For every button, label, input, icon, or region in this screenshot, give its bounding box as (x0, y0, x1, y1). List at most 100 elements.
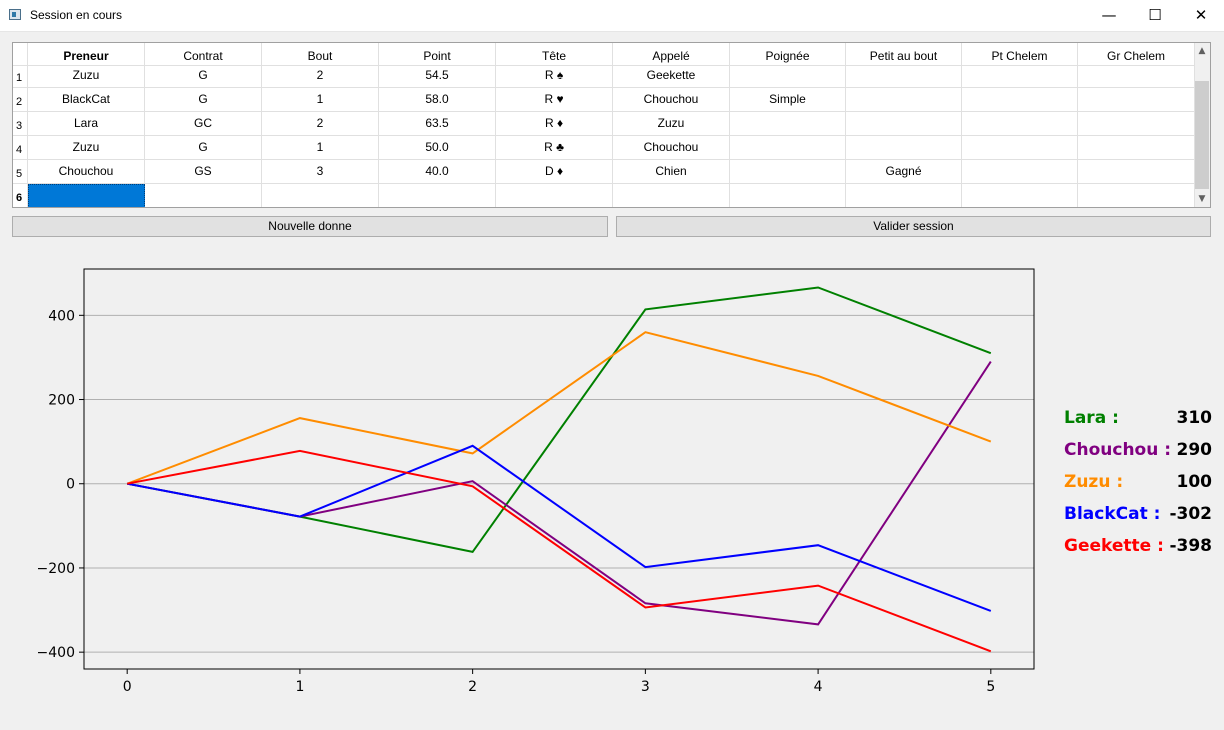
series-line-geekette (127, 449, 992, 653)
table-cell[interactable] (730, 160, 846, 184)
score-row: Zuzu : 100 (1064, 472, 1214, 496)
table-cell[interactable]: 3 (262, 160, 379, 184)
table-cell[interactable] (962, 112, 1078, 136)
table-cell[interactable] (962, 136, 1078, 160)
table-cell[interactable]: R ♦ (496, 112, 613, 136)
table-cell[interactable] (962, 184, 1078, 207)
minimize-button[interactable]: — (1086, 0, 1132, 31)
table-vertical-scrollbar[interactable]: ▲ ▼ (1194, 43, 1210, 207)
table-cell[interactable]: Geekette (613, 64, 730, 88)
table-cell[interactable]: 2 (262, 64, 379, 88)
table-cell[interactable]: 54.5 (379, 64, 496, 88)
table-cell[interactable]: BlackCat (28, 88, 145, 112)
validate-session-button[interactable]: Valider session (616, 216, 1211, 237)
table-cell[interactable] (1078, 64, 1195, 88)
table-cell[interactable] (1078, 136, 1195, 160)
table-cell[interactable]: 50.0 (379, 136, 496, 160)
table-cell[interactable] (379, 184, 496, 207)
x-tick-label: 3 (641, 679, 650, 695)
table-cell[interactable] (1078, 112, 1195, 136)
column-header[interactable]: Tête (496, 43, 613, 66)
scroll-up-icon[interactable]: ▲ (1198, 46, 1206, 56)
table-cell[interactable] (846, 112, 962, 136)
table-cell[interactable] (1078, 184, 1195, 207)
table-cell[interactable] (730, 64, 846, 88)
column-header[interactable]: Point (379, 43, 496, 66)
column-header[interactable]: Pt Chelem (962, 43, 1078, 66)
table-cell[interactable] (1078, 160, 1195, 184)
table-cell[interactable]: Lara (28, 112, 145, 136)
table-cell[interactable]: Zuzu (613, 112, 730, 136)
table-cell[interactable] (846, 64, 962, 88)
x-tick-label: 5 (986, 679, 995, 695)
column-header[interactable]: Gr Chelem (1078, 43, 1195, 66)
table-cell[interactable]: 63.5 (379, 112, 496, 136)
table-cell[interactable] (1078, 88, 1195, 112)
player-score: -302 (1169, 504, 1212, 524)
table-cell[interactable] (145, 184, 262, 207)
maximize-button[interactable]: ☐ (1132, 0, 1178, 31)
score-row: Geekette : -398 (1064, 536, 1214, 560)
player-name: Chouchou : (1064, 440, 1172, 460)
y-tick-label: 400 (48, 308, 75, 324)
table-cell[interactable]: Zuzu (28, 136, 145, 160)
table-cell[interactable]: Simple (730, 88, 846, 112)
column-header[interactable]: Preneur (28, 43, 145, 66)
table-cell[interactable]: R ♠ (496, 64, 613, 88)
table-row[interactable]: 2 BlackCat G 1 58.0 R ♥ Chouchou Simple (13, 88, 1195, 112)
maximize-icon: ☐ (1148, 6, 1162, 24)
column-header[interactable]: Contrat (145, 43, 262, 66)
table-cell[interactable] (846, 136, 962, 160)
table-cell[interactable] (962, 64, 1078, 88)
table-cell[interactable]: Chouchou (613, 88, 730, 112)
table-cell[interactable] (846, 184, 962, 207)
table-cell[interactable]: GC (145, 112, 262, 136)
column-header[interactable]: Bout (262, 43, 379, 66)
table-cell[interactable]: D ♦ (496, 160, 613, 184)
column-header[interactable]: Poignée (730, 43, 846, 66)
table-cell[interactable]: Gagné (846, 160, 962, 184)
table-cell[interactable]: 1 (262, 136, 379, 160)
table-cell[interactable] (846, 88, 962, 112)
score-row: BlackCat : -302 (1064, 504, 1214, 528)
table-cell[interactable]: R ♥ (496, 88, 613, 112)
session-table[interactable]: ▲ ▼ Preneur Contrat Bout Point Tête Appelé Poi… (12, 42, 1211, 208)
table-cell[interactable]: 1 (262, 88, 379, 112)
y-tick-label: 200 (48, 393, 75, 409)
table-cell[interactable] (262, 184, 379, 207)
table-cell[interactable]: R ♣ (496, 136, 613, 160)
table-cell[interactable] (730, 184, 846, 207)
table-cell[interactable]: Chien (613, 160, 730, 184)
column-header[interactable]: Petit au bout (846, 43, 962, 66)
table-row[interactable]: 1 Zuzu G 2 54.5 R ♠ Geekette (13, 64, 1195, 88)
close-icon: ✕ (1194, 6, 1208, 24)
table-cell[interactable] (962, 88, 1078, 112)
table-cell[interactable]: Chouchou (28, 160, 145, 184)
new-deal-button[interactable]: Nouvelle donne (12, 216, 608, 237)
table-cell[interactable] (962, 160, 1078, 184)
player-name: Zuzu : (1064, 472, 1124, 492)
table-cell[interactable]: 58.0 (379, 88, 496, 112)
table-cell[interactable]: G (145, 136, 262, 160)
table-row[interactable]: 6 (13, 184, 1195, 207)
table-cell[interactable] (496, 184, 613, 207)
table-cell[interactable]: 2 (262, 112, 379, 136)
table-cell[interactable]: Zuzu (28, 64, 145, 88)
plot-frame (83, 268, 1035, 670)
table-cell[interactable] (28, 184, 145, 207)
scroll-down-icon[interactable]: ▼ (1198, 194, 1206, 204)
table-row[interactable]: 5 Chouchou GS 3 40.0 D ♦ Chien Gagné (13, 160, 1195, 184)
column-header[interactable]: Appelé (613, 43, 730, 66)
table-cell[interactable]: GS (145, 160, 262, 184)
table-cell[interactable] (730, 136, 846, 160)
table-row[interactable]: 3 Lara GC 2 63.5 R ♦ Zuzu (13, 112, 1195, 136)
table-cell[interactable]: 40.0 (379, 160, 496, 184)
table-cell[interactable] (613, 184, 730, 207)
close-button[interactable]: ✕ (1178, 0, 1224, 31)
table-cell[interactable] (730, 112, 846, 136)
table-cell[interactable]: G (145, 64, 262, 88)
scrollbar-thumb[interactable] (1195, 81, 1209, 189)
table-cell[interactable]: G (145, 88, 262, 112)
table-row[interactable]: 4 Zuzu G 1 50.0 R ♣ Chouchou (13, 136, 1195, 160)
table-cell[interactable]: Chouchou (613, 136, 730, 160)
